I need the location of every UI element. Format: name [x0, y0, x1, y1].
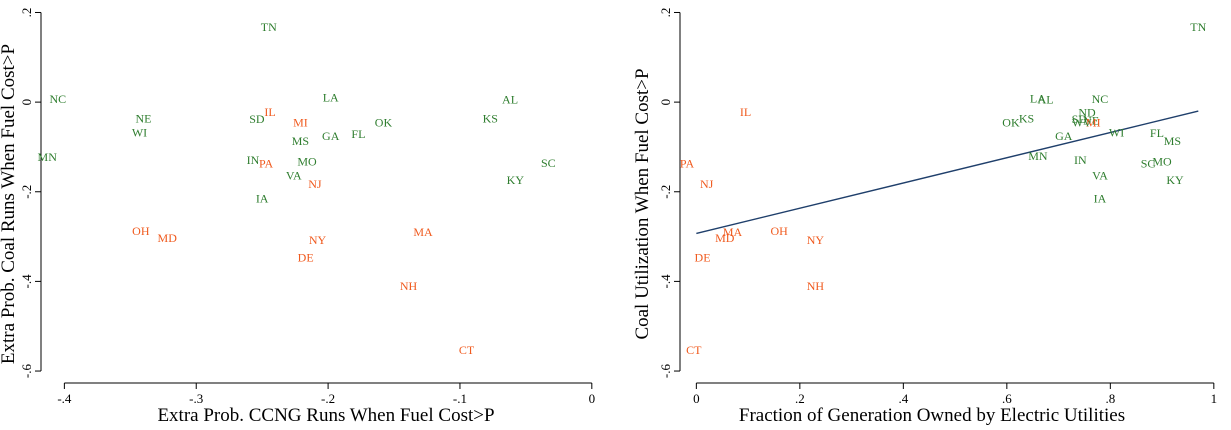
point-label-md: MD: [715, 231, 735, 245]
point-label-la: LA: [1030, 92, 1046, 106]
x-axis-title: Fraction of Generation Owned by Electric…: [739, 405, 1125, 426]
x-tick-label: 0: [693, 391, 700, 406]
point-label-ok: OK: [375, 115, 393, 129]
y-tick-label: -.6: [19, 364, 34, 379]
x-tick-label: -.4: [57, 391, 72, 406]
point-label-oh: OH: [132, 224, 150, 238]
fitted-line: [696, 110, 1199, 235]
point-label-mn: MN: [38, 150, 58, 164]
point-label-al: AL: [1038, 92, 1054, 106]
point-label-tn: TN: [261, 20, 277, 34]
point-label-de: DE: [298, 251, 314, 265]
point-label-ct: CT: [459, 343, 475, 357]
y-tick-label: -.4: [19, 274, 34, 289]
y-tick-label: 0: [19, 99, 34, 106]
point-label-tn: TN: [1190, 20, 1206, 34]
point-label-nj: NJ: [700, 177, 714, 191]
x-tick-label: 0: [589, 391, 596, 406]
x-tick-label: -.3: [189, 391, 203, 406]
point-label-mn: MN: [1028, 149, 1048, 163]
point-label-ma: MA: [413, 225, 433, 239]
point-label-fl: FL: [1150, 126, 1164, 140]
point-label-nj: NJ: [308, 177, 322, 191]
point-label-il: IL: [264, 105, 275, 119]
x-axis-title: Extra Prob. CCNG Runs When Fuel Cost>P: [157, 405, 494, 426]
point-label-pa: PA: [680, 157, 695, 171]
point-label-ga: GA: [322, 129, 340, 143]
point-label-ks: KS: [483, 111, 498, 125]
point-label-ne: NE: [1083, 113, 1099, 127]
point-label-de: DE: [695, 251, 711, 265]
y-axis-title: Extra Prob. Coal Runs When Fuel Cost>P: [0, 44, 19, 364]
x-tick-label: .8: [1105, 391, 1115, 406]
point-label-ny: NY: [309, 233, 327, 247]
y-tick-label: -.6: [658, 364, 673, 379]
point-label-ia: IA: [1094, 191, 1107, 205]
point-label-ga: GA: [1055, 129, 1073, 143]
point-label-ma: MA: [723, 225, 743, 239]
y-tick-label: -.2: [19, 185, 34, 199]
point-label-wi: WI: [1109, 126, 1124, 140]
point-label-wi: WI: [132, 126, 147, 140]
point-label-nc: NC: [1092, 92, 1109, 106]
point-label-wv: WV: [1072, 116, 1092, 130]
point-label-mo: MO: [1152, 155, 1172, 169]
x-tick-label: 1: [1211, 391, 1218, 406]
point-label-sd: SD: [249, 112, 265, 126]
point-label-md: MD: [158, 231, 178, 245]
point-label-ne: NE: [135, 111, 151, 125]
point-label-sd: SD: [1072, 112, 1088, 126]
y-tick-label: -.2: [658, 185, 673, 199]
point-label-nh: NH: [807, 279, 825, 293]
point-label-ms: MS: [1164, 134, 1181, 148]
point-label-sc: SC: [1141, 157, 1156, 171]
point-label-mi: MI: [1086, 116, 1101, 130]
point-label-fl: FL: [351, 127, 365, 141]
chart-panel-2: 0 .2 .4 .6 .8 1 .2 0 -.2 -.4 -.6 Fraction of Genera…: [632, 8, 1217, 426]
point-label-la: LA: [323, 91, 339, 105]
y-axis-title: Coal Utilization When Fuel Cost>P: [632, 68, 653, 339]
point-label-ny: NY: [807, 233, 825, 247]
point-label-va: VA: [1092, 169, 1108, 183]
point-label-ks: KS: [1019, 111, 1034, 125]
point-label-mo: MO: [297, 155, 317, 169]
point-label-ia: IA: [256, 191, 269, 205]
point-label-ky: KY: [507, 173, 525, 187]
point-label-ky: KY: [1166, 173, 1184, 187]
point-label-il: IL: [740, 105, 751, 119]
y-tick-label: .2: [19, 8, 34, 18]
x-tick-label: .6: [1002, 391, 1012, 406]
x-tick-label: .4: [898, 391, 908, 406]
point-label-sc: SC: [541, 156, 556, 170]
point-label-al: AL: [502, 92, 518, 106]
point-label-nc: NC: [49, 92, 66, 106]
point-label-va: VA: [286, 169, 302, 183]
x-tick-label: -.1: [453, 391, 467, 406]
chart-panel-1: -.4 -.3 -.2 -.1 0 .2 0 -.2 -.4 -.6 Extra Prob. CCN…: [0, 8, 595, 426]
point-label-ok: OK: [1002, 115, 1020, 129]
point-label-pa: PA: [259, 157, 274, 171]
point-label-nh: NH: [400, 279, 418, 293]
y-tick-label: 0: [658, 99, 673, 106]
point-label-oh: OH: [770, 224, 788, 238]
x-tick-label: -.2: [321, 391, 335, 406]
x-tick-label: .2: [795, 391, 805, 406]
y-tick-label: -.4: [658, 274, 673, 289]
point-label-in: IN: [1074, 153, 1087, 167]
point-label-in: IN: [247, 153, 260, 167]
point-label-ct: CT: [686, 343, 702, 357]
point-label-mi: MI: [293, 116, 308, 130]
point-label-nd: ND: [1078, 105, 1096, 119]
point-label-ms: MS: [292, 134, 309, 148]
y-tick-label: .2: [658, 8, 673, 18]
